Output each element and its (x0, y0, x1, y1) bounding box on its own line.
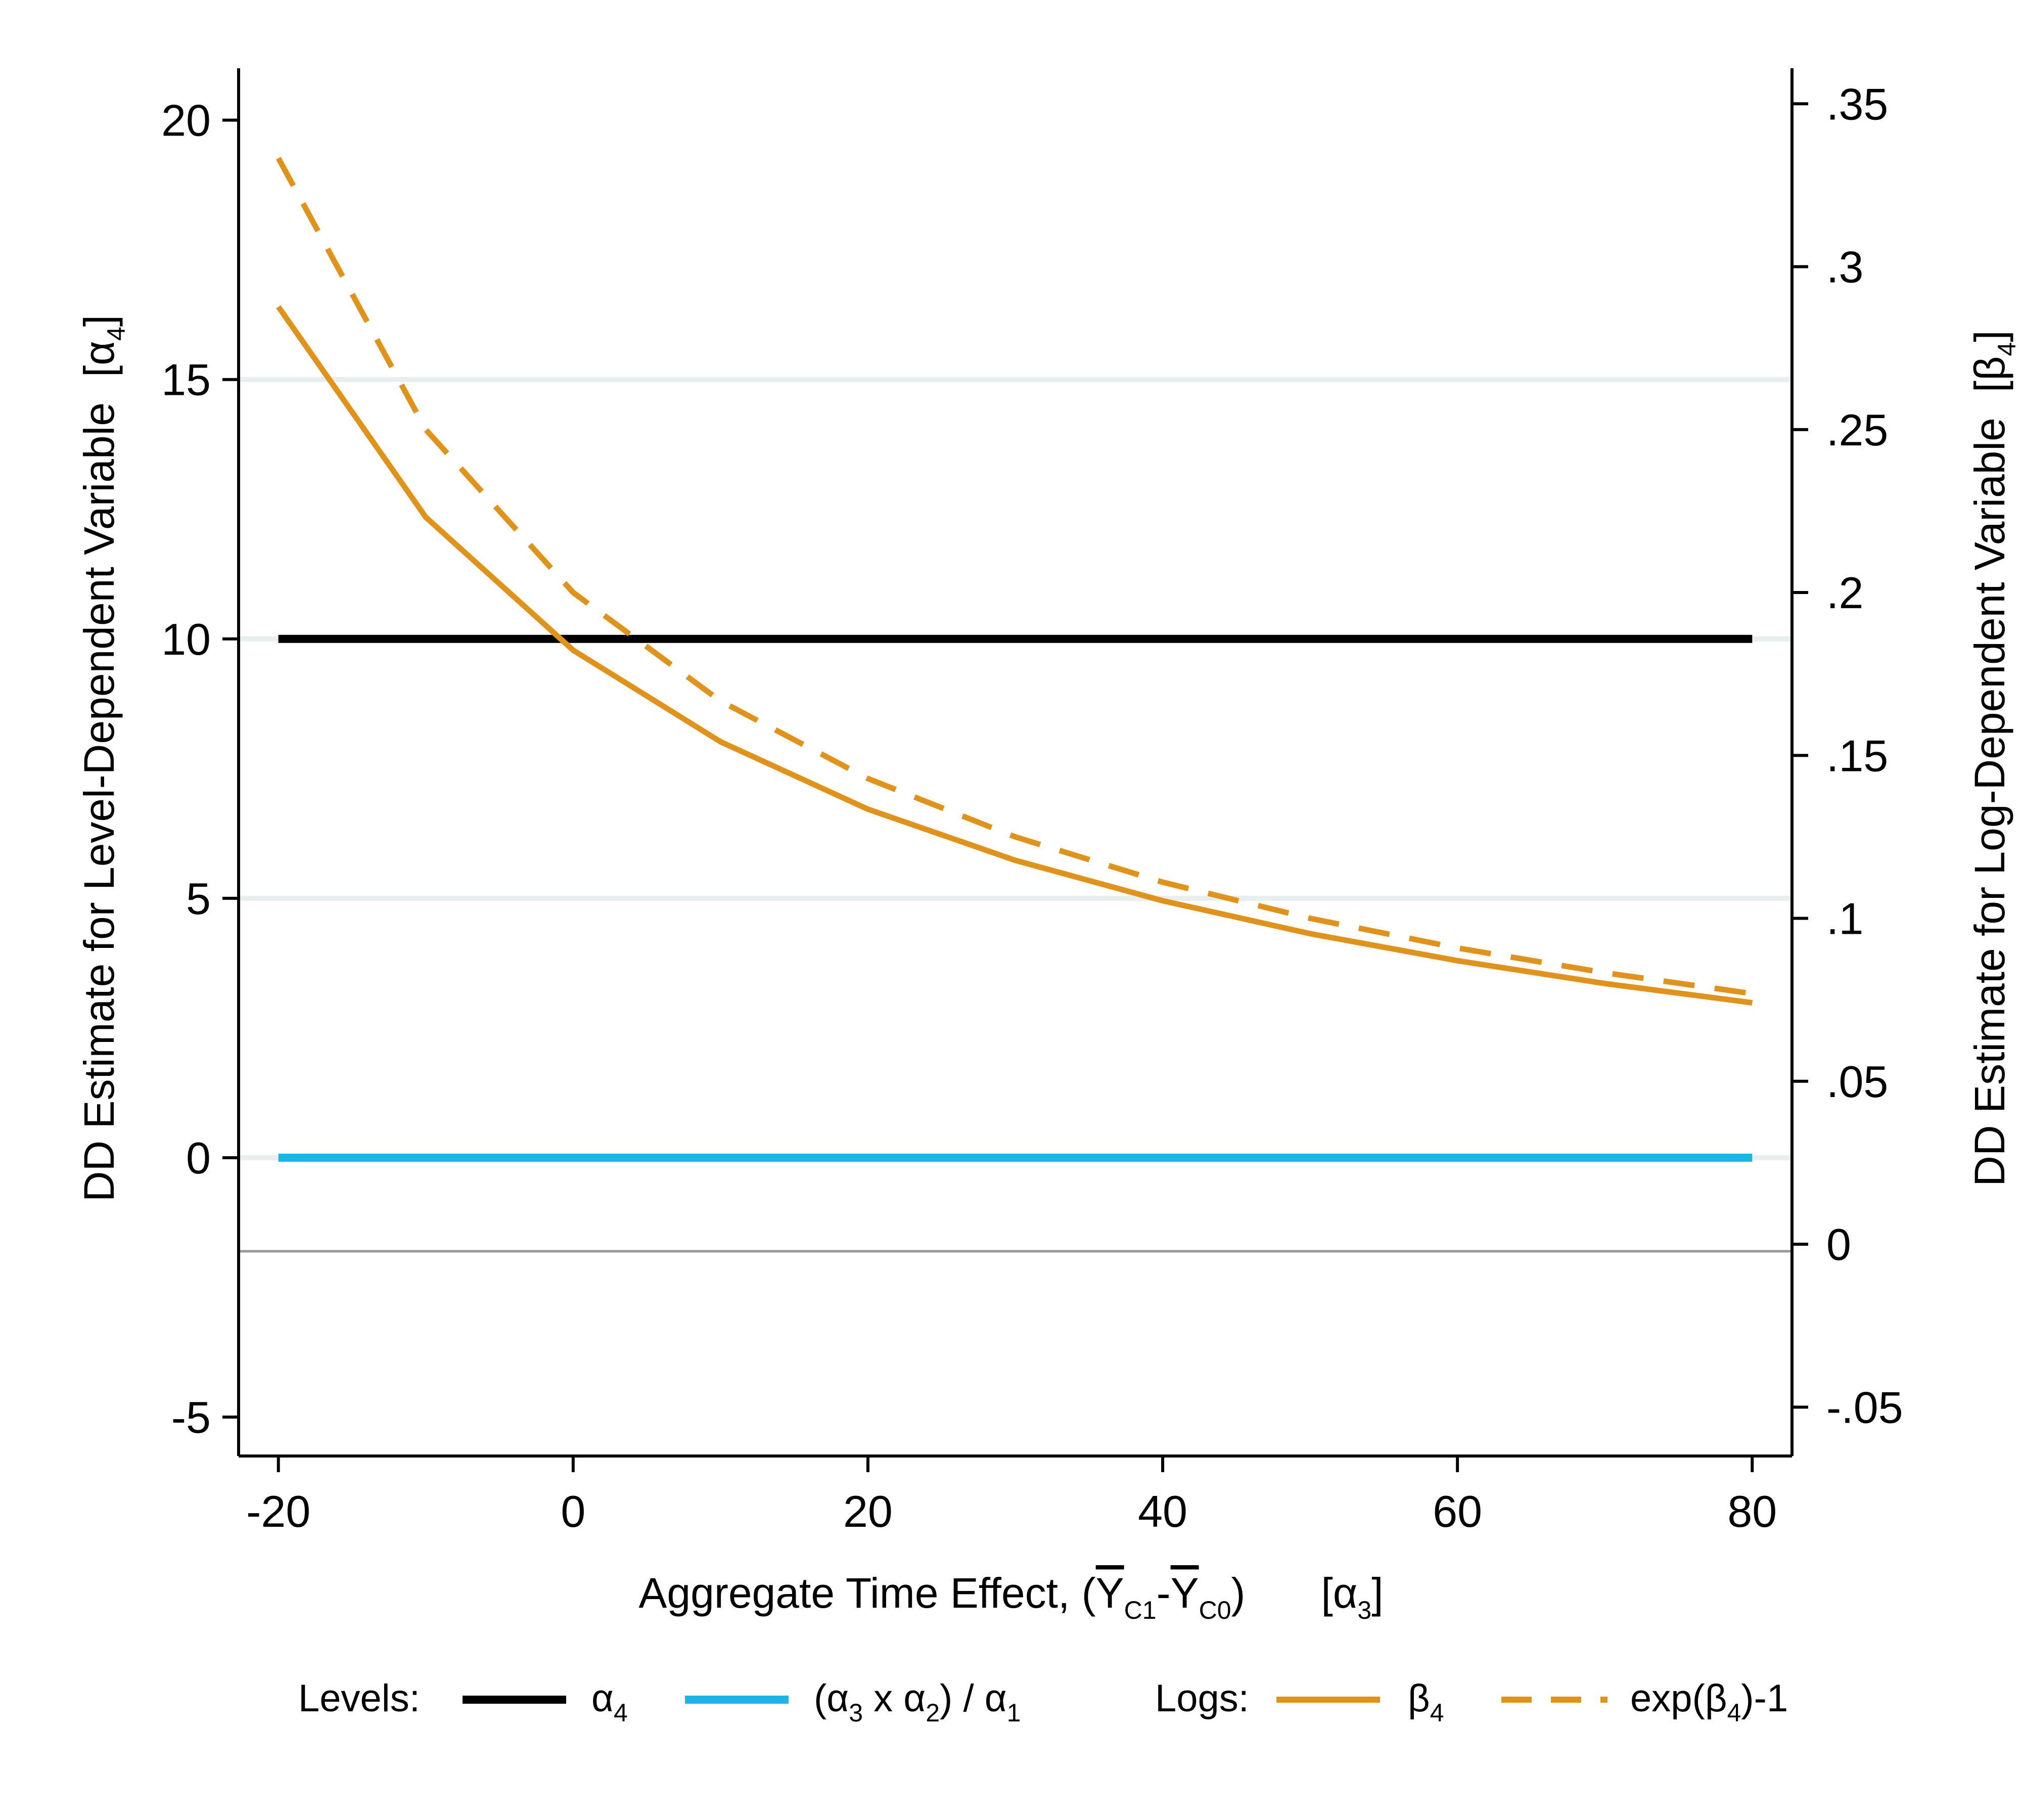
x-tick-label: -20 (246, 1486, 310, 1536)
y-left-tick-label: 15 (161, 355, 211, 405)
legend-label-beta4: β4 (1408, 1677, 1444, 1727)
ticks: -5 0 5 10 15 20 -.05 0 .05 .1 .15 .2 .25 .3 .35 -20 0 20 4… (161, 79, 1903, 1536)
legend-label-alpha4: α4 (591, 1677, 628, 1727)
y-left-axis-title: DD Estimate for Level-Dependent Variable… (75, 315, 130, 1202)
gridlines (239, 377, 1792, 1160)
series-beta4 (276, 305, 1753, 1006)
x-tick-label: 20 (843, 1486, 893, 1536)
x-tick-label: 80 (1727, 1486, 1777, 1536)
legend: Levels: α4 (α3 x α2) / α1 Logs: β4 exp(β… (298, 1677, 1788, 1727)
x-tick-label: 0 (561, 1486, 585, 1536)
y-left-tick-label: 10 (161, 614, 211, 664)
y-left-tick-label: 20 (161, 96, 211, 146)
series-exp-beta4 (275, 157, 1753, 996)
y-left-tick-label: -5 (171, 1392, 211, 1442)
y-right-tick-label: .25 (1826, 405, 1888, 455)
series-lines (275, 157, 1753, 1162)
y-left-tick-label: 5 (186, 874, 211, 924)
xlabel-ybar-1: Y (1096, 1569, 1124, 1617)
y-right-axis-title: DD Estimate for Log-Dependent Variable[β… (1966, 330, 2021, 1186)
y-right-tick-label: .05 (1826, 1057, 1888, 1107)
legend-label-expbeta4: exp(β4)-1 (1630, 1677, 1788, 1727)
y-right-tick-label: .15 (1826, 731, 1888, 781)
xlabel-ybar-2: Y (1171, 1569, 1199, 1617)
axes (237, 68, 1794, 1458)
y-right-tick-label: .3 (1826, 242, 1863, 292)
y-right-tick-label: .35 (1826, 79, 1888, 129)
y-right-tick-label: .2 (1826, 568, 1863, 618)
x-tick-label: 40 (1138, 1486, 1187, 1536)
y-right-tick-label: .1 (1826, 894, 1863, 944)
x-axis-title: Aggregate Time Effect, (YC1-YC0) [α3] (638, 1569, 1383, 1624)
y-left-tick-label: 0 (186, 1133, 211, 1183)
legend-label-ratio: (α3 x α2) / α1 (814, 1677, 1021, 1727)
y-right-tick-label: -.05 (1826, 1382, 1903, 1432)
x-tick-label: 60 (1433, 1486, 1482, 1536)
legend-logs-label: Logs: (1155, 1677, 1249, 1720)
y-right-tick-label: 0 (1826, 1219, 1851, 1269)
legend-levels-label: Levels: (298, 1677, 420, 1720)
